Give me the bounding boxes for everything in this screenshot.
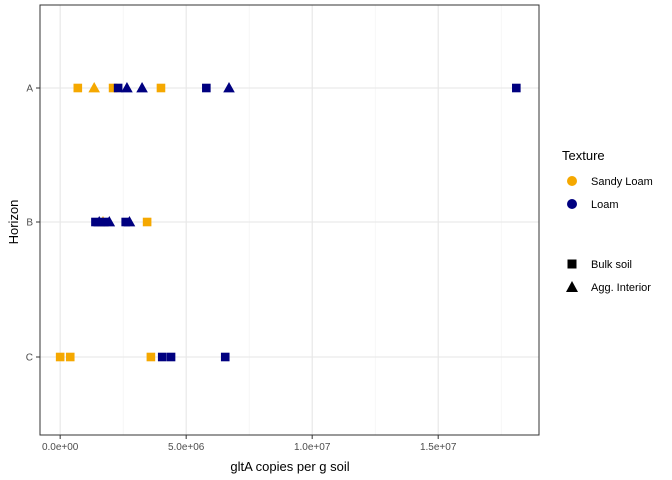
data-point-square xyxy=(156,83,166,93)
data-point-square xyxy=(91,217,100,227)
data-point-triangle xyxy=(93,216,106,227)
legend-key-triangle xyxy=(566,281,578,292)
data-point-square xyxy=(65,352,75,362)
data-point-triangle xyxy=(123,216,136,227)
legend-key-square xyxy=(567,259,577,269)
legend-label: Loam xyxy=(591,199,619,211)
x-tick-label: 5.0e+06 xyxy=(168,442,205,453)
data-point-square xyxy=(142,217,152,227)
data-point-square xyxy=(202,83,211,93)
y-tick-label: B xyxy=(26,218,33,229)
x-tick-label: 0.0e+00 xyxy=(42,442,79,453)
data-point-triangle xyxy=(103,216,116,227)
y-axis-title: Horizon xyxy=(6,200,21,245)
data-point-square xyxy=(108,83,118,93)
panel-border xyxy=(39,4,540,436)
data-point-square xyxy=(220,352,230,362)
data-point-square xyxy=(166,352,176,362)
data-point-square xyxy=(73,83,83,93)
x-tick-label: 1.0e+07 xyxy=(294,442,331,453)
legend: Texture Sandy Loam Loam Bulk soil Agg. Inte… xyxy=(562,148,653,294)
data-point-square xyxy=(146,352,156,362)
data-point-square xyxy=(113,83,123,93)
y-tick-label: C xyxy=(26,353,33,364)
data-point-square xyxy=(512,83,521,93)
legend-key-circle xyxy=(567,176,577,186)
x-axis: 0.0e+00 5.0e+06 1.0e+07 1.5e+07 xyxy=(42,435,457,453)
plot-panel xyxy=(39,4,540,436)
legend-label: Sandy Loam xyxy=(591,176,653,188)
data-point-triangle xyxy=(121,82,133,93)
x-tick-label: 1.5e+07 xyxy=(420,442,457,453)
data-point-square xyxy=(55,352,65,362)
data-point-square xyxy=(157,352,167,362)
legend-title: Texture xyxy=(562,148,605,163)
data-point-square xyxy=(99,217,109,227)
data-point-triangle xyxy=(88,82,100,93)
legend-label: Agg. Interior xyxy=(591,282,651,294)
legend-key-circle xyxy=(567,199,577,209)
data-point-square xyxy=(121,217,130,227)
y-axis: C B A xyxy=(26,84,40,364)
legend-label: Bulk soil xyxy=(591,259,632,271)
data-point-triangle xyxy=(223,82,235,93)
y-tick-label: A xyxy=(26,84,33,95)
x-axis-title: gltA copies per g soil xyxy=(230,459,349,474)
panel-background xyxy=(40,5,539,435)
data-point-triangle xyxy=(136,82,148,93)
